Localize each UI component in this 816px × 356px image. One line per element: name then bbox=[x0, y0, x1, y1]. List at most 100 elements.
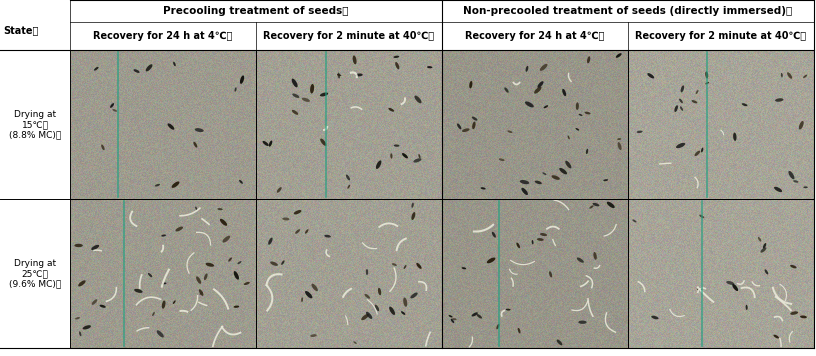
Ellipse shape bbox=[803, 187, 808, 188]
Ellipse shape bbox=[540, 233, 547, 236]
Ellipse shape bbox=[403, 298, 407, 307]
Ellipse shape bbox=[457, 124, 461, 129]
Ellipse shape bbox=[410, 293, 418, 298]
Ellipse shape bbox=[325, 235, 330, 237]
Ellipse shape bbox=[679, 99, 683, 103]
Ellipse shape bbox=[389, 307, 395, 315]
Ellipse shape bbox=[282, 260, 285, 265]
Ellipse shape bbox=[696, 90, 698, 94]
Ellipse shape bbox=[361, 314, 369, 320]
Ellipse shape bbox=[239, 180, 243, 184]
Ellipse shape bbox=[392, 263, 397, 266]
Ellipse shape bbox=[593, 252, 596, 260]
Ellipse shape bbox=[587, 56, 590, 63]
Ellipse shape bbox=[763, 243, 766, 248]
Ellipse shape bbox=[469, 81, 472, 88]
Ellipse shape bbox=[636, 131, 642, 133]
Bar bbox=[442, 50, 628, 199]
Ellipse shape bbox=[82, 325, 91, 330]
Ellipse shape bbox=[366, 269, 368, 275]
Bar bbox=[442, 199, 628, 348]
Ellipse shape bbox=[101, 145, 104, 150]
Ellipse shape bbox=[487, 257, 495, 263]
Text: Recovery for 24 h at 4℃。: Recovery for 24 h at 4℃。 bbox=[93, 31, 233, 41]
Ellipse shape bbox=[499, 158, 504, 161]
Ellipse shape bbox=[472, 122, 476, 129]
Ellipse shape bbox=[237, 261, 242, 264]
Ellipse shape bbox=[781, 73, 783, 78]
Ellipse shape bbox=[699, 215, 704, 218]
Ellipse shape bbox=[790, 265, 796, 268]
Ellipse shape bbox=[375, 305, 379, 311]
Ellipse shape bbox=[579, 320, 587, 324]
Ellipse shape bbox=[775, 98, 783, 102]
Ellipse shape bbox=[152, 312, 155, 316]
Ellipse shape bbox=[268, 237, 273, 245]
Ellipse shape bbox=[388, 108, 394, 112]
Text: Precooling treatment of seeds。: Precooling treatment of seeds。 bbox=[163, 6, 348, 16]
Bar bbox=[442, 50, 628, 199]
Ellipse shape bbox=[559, 168, 567, 174]
Ellipse shape bbox=[647, 73, 654, 78]
Ellipse shape bbox=[195, 206, 197, 210]
Ellipse shape bbox=[401, 311, 406, 315]
Ellipse shape bbox=[538, 81, 543, 88]
Text: Recovery for 24 h at 4℃。: Recovery for 24 h at 4℃。 bbox=[465, 31, 605, 41]
Ellipse shape bbox=[337, 74, 341, 76]
Ellipse shape bbox=[705, 82, 709, 84]
Bar bbox=[256, 50, 442, 199]
Ellipse shape bbox=[674, 105, 678, 112]
Ellipse shape bbox=[584, 112, 591, 114]
Ellipse shape bbox=[134, 69, 140, 73]
Ellipse shape bbox=[79, 331, 82, 336]
Ellipse shape bbox=[800, 315, 807, 318]
Ellipse shape bbox=[294, 210, 301, 214]
Ellipse shape bbox=[146, 64, 153, 72]
Ellipse shape bbox=[562, 89, 566, 96]
Ellipse shape bbox=[91, 299, 97, 305]
Bar bbox=[70, 199, 256, 348]
Ellipse shape bbox=[320, 93, 328, 96]
Ellipse shape bbox=[618, 142, 622, 150]
Text: State。: State。 bbox=[3, 25, 38, 35]
Ellipse shape bbox=[414, 158, 422, 163]
Ellipse shape bbox=[175, 226, 183, 231]
Ellipse shape bbox=[234, 87, 237, 91]
Ellipse shape bbox=[301, 297, 303, 302]
Ellipse shape bbox=[477, 314, 482, 319]
Ellipse shape bbox=[395, 62, 399, 69]
Bar bbox=[628, 50, 814, 199]
Ellipse shape bbox=[589, 205, 593, 209]
Ellipse shape bbox=[268, 141, 273, 147]
Ellipse shape bbox=[404, 265, 406, 269]
Ellipse shape bbox=[579, 114, 583, 116]
Ellipse shape bbox=[240, 75, 244, 84]
Ellipse shape bbox=[338, 73, 340, 78]
Ellipse shape bbox=[310, 84, 314, 94]
Ellipse shape bbox=[549, 271, 552, 277]
Ellipse shape bbox=[291, 79, 298, 87]
Ellipse shape bbox=[416, 263, 422, 269]
Ellipse shape bbox=[155, 184, 160, 187]
Ellipse shape bbox=[758, 237, 761, 242]
Ellipse shape bbox=[575, 128, 579, 131]
Ellipse shape bbox=[305, 291, 313, 298]
Ellipse shape bbox=[305, 229, 308, 234]
Ellipse shape bbox=[552, 175, 560, 180]
Ellipse shape bbox=[427, 66, 432, 68]
Ellipse shape bbox=[376, 160, 381, 169]
Ellipse shape bbox=[790, 312, 798, 315]
Ellipse shape bbox=[632, 219, 636, 222]
Ellipse shape bbox=[162, 282, 166, 284]
Bar bbox=[70, 50, 256, 199]
Ellipse shape bbox=[520, 180, 530, 184]
Ellipse shape bbox=[651, 316, 659, 319]
Bar bbox=[256, 199, 442, 348]
Ellipse shape bbox=[603, 179, 608, 181]
Bar bbox=[70, 199, 256, 348]
Ellipse shape bbox=[393, 56, 399, 58]
Ellipse shape bbox=[346, 174, 350, 180]
Bar bbox=[628, 199, 814, 348]
Ellipse shape bbox=[162, 300, 166, 309]
Ellipse shape bbox=[78, 280, 86, 287]
